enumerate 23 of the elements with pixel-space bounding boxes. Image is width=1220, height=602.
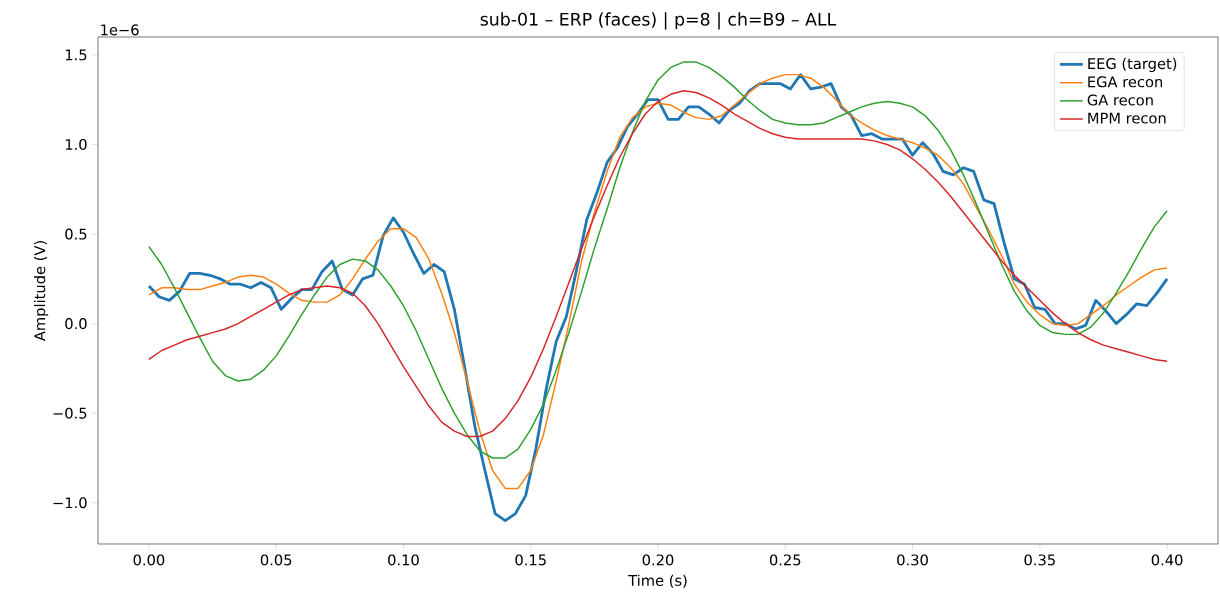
x-tick-label: 0.15 [515, 554, 546, 566]
y-tick-label: −0.5 [53, 407, 87, 419]
x-tick-label: 0.10 [388, 554, 419, 566]
y-tick-label: 1.5 [65, 49, 87, 61]
x-tick-label: 0.40 [1151, 554, 1183, 566]
x-tick-label: 0.35 [1024, 554, 1055, 566]
y-tick-label: 1.0 [65, 138, 87, 151]
legend-label: GA recon [1087, 94, 1153, 106]
legend-label: EEG (target) [1088, 57, 1177, 72]
x-tick-label: 0.25 [769, 554, 801, 566]
x-tick-label: 0.00 [133, 554, 165, 566]
x-tick-label: 0.05 [260, 554, 292, 566]
chart-title: sub-01 – ERP (faces) | p=8 | ch=B9 – ALL [480, 12, 837, 30]
y-tick-label: −1.0 [53, 497, 87, 509]
legend-label: MPM recon [1088, 112, 1166, 124]
x-tick-label: 0.30 [897, 554, 928, 566]
y-tick-label: 0.5 [65, 228, 87, 240]
legend-label: EGA recon [1088, 76, 1163, 88]
x-axis-title: Time (s) [628, 574, 687, 588]
y-axis-title: Amplitude (V) [33, 241, 49, 342]
x-tick-label: 0.20 [642, 554, 674, 566]
y-tick-label: 0.0 [65, 318, 87, 330]
text: 1e−6 [101, 24, 139, 36]
